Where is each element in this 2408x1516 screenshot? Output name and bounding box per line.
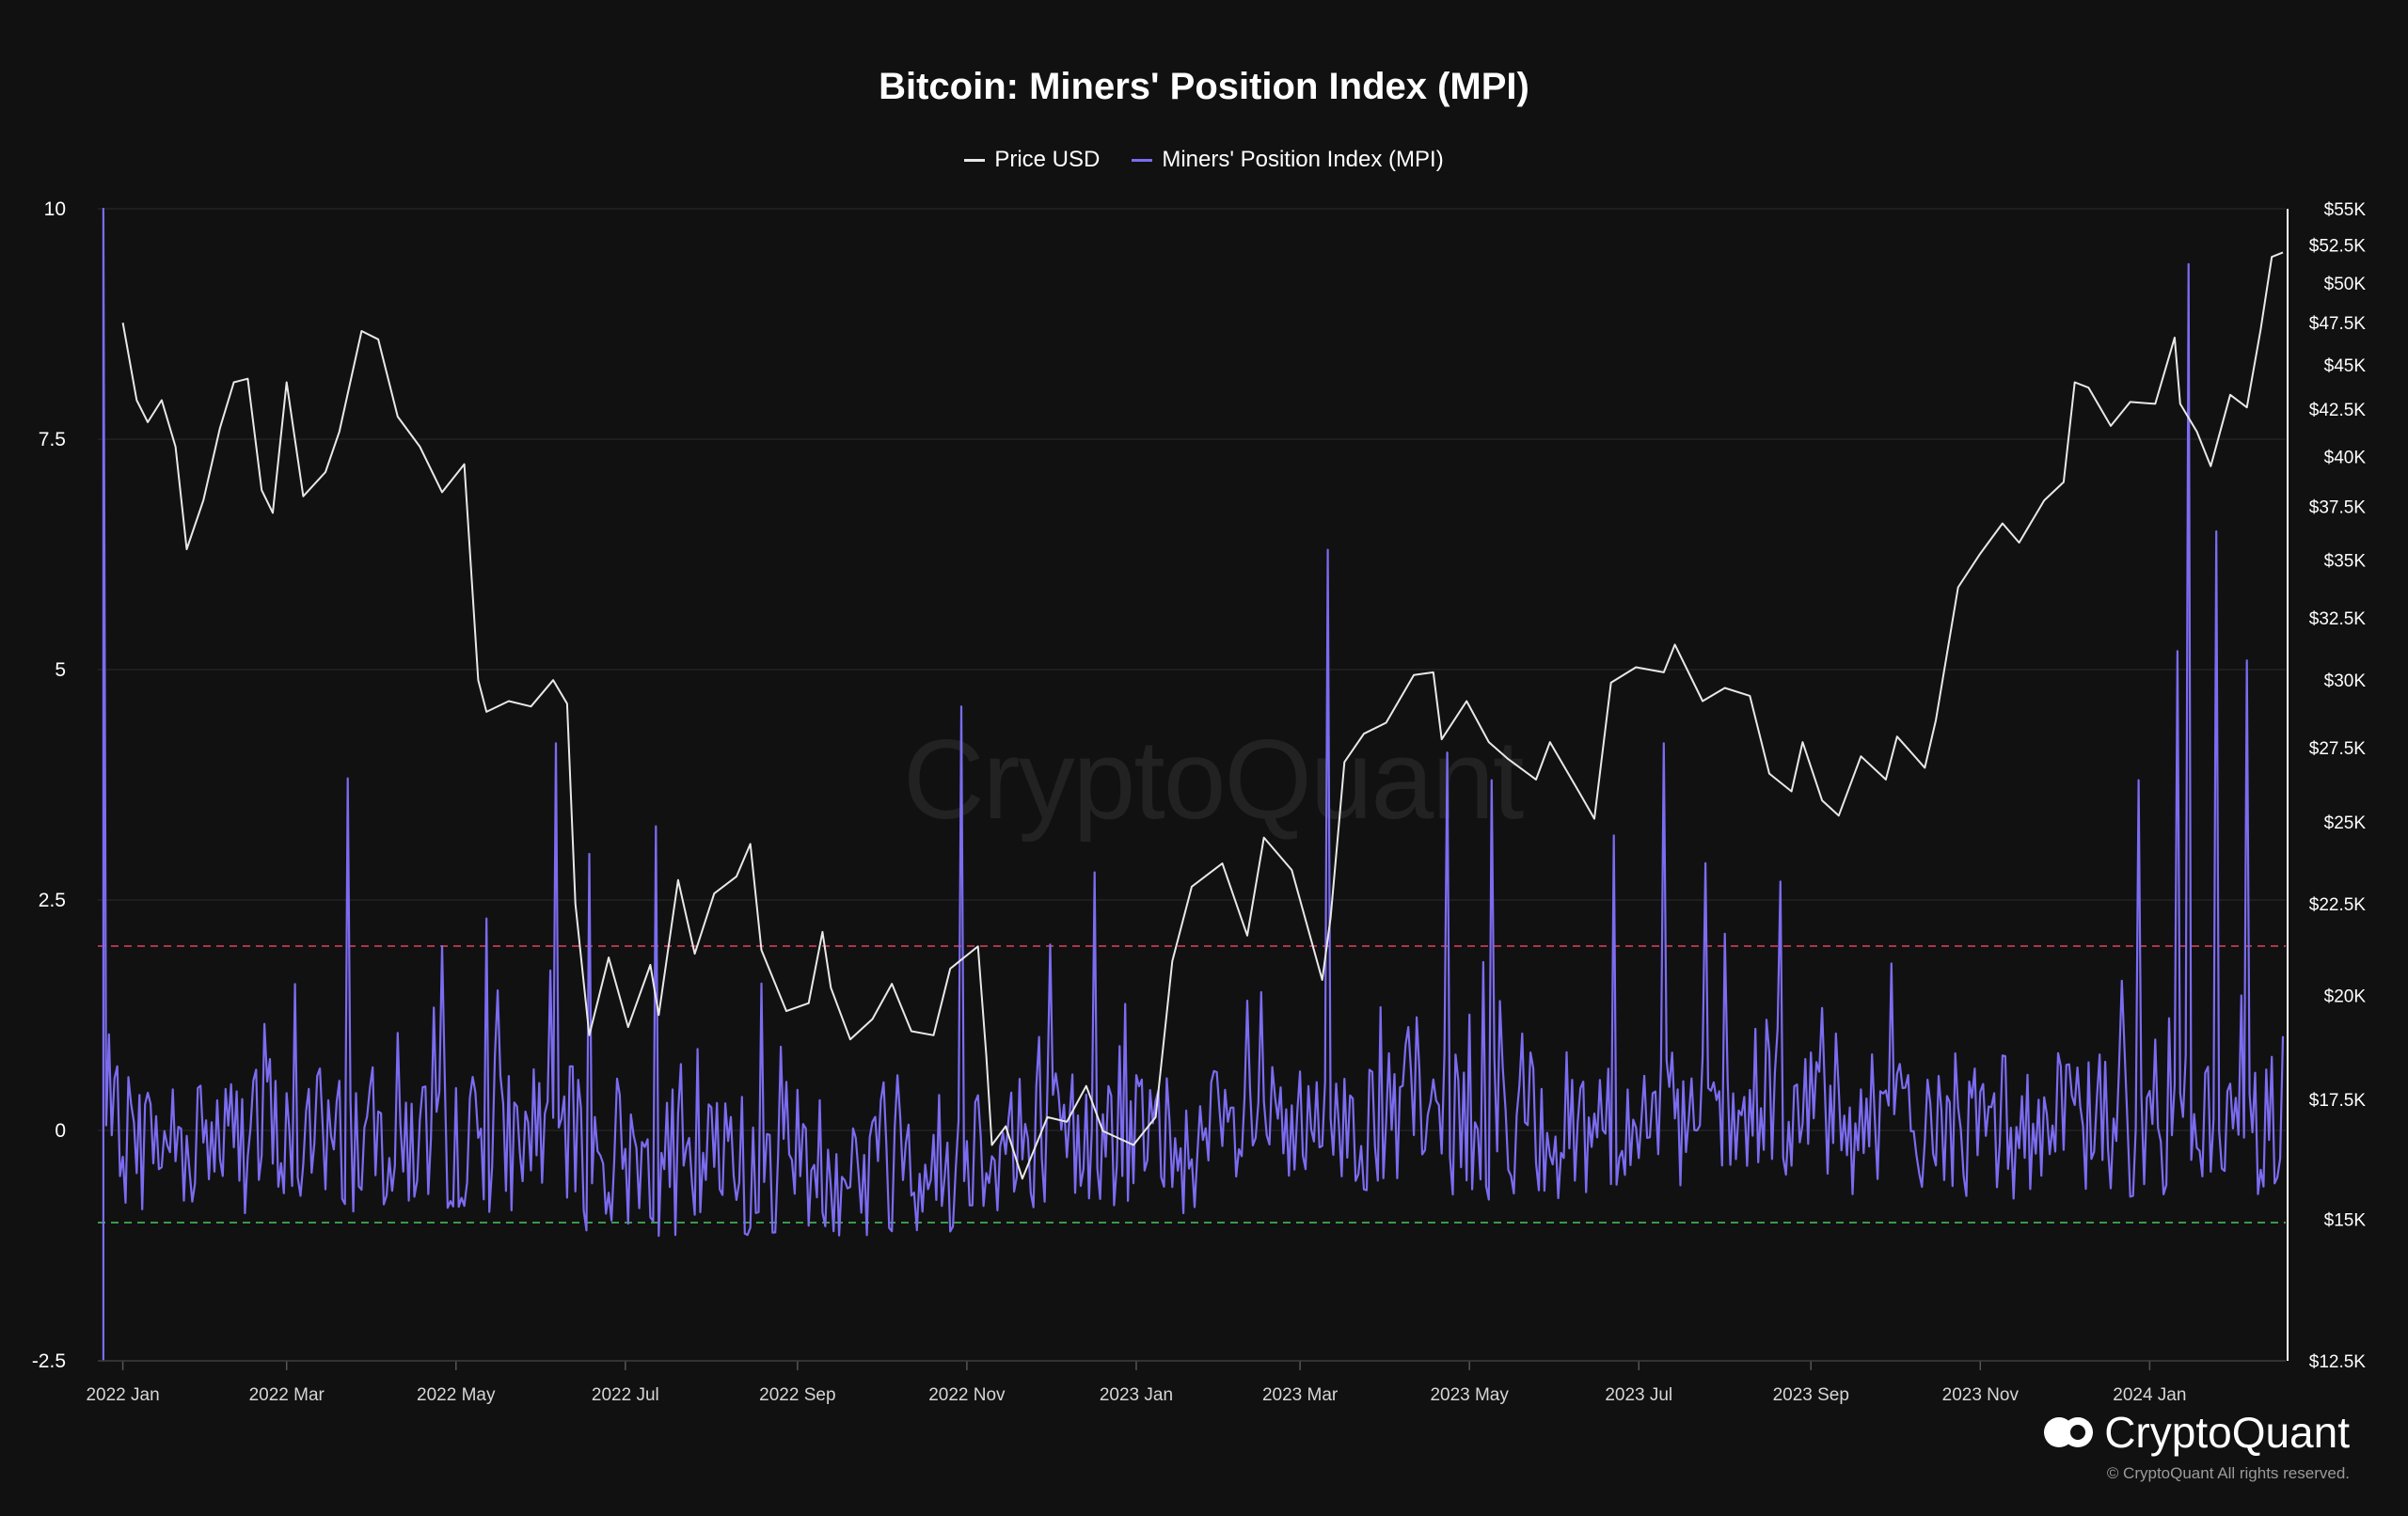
axes — [98, 209, 2289, 1370]
legend-label-mpi: Miners' Position Index (MPI) — [1162, 147, 1444, 172]
y-left-tick-label: 5 — [55, 659, 66, 681]
y-right-tick-label: $35K — [2324, 552, 2367, 572]
x-tick-label: 2023 Jul — [1605, 1385, 1672, 1405]
y-right-tick-label: $30K — [2324, 671, 2367, 691]
y-right-tick-label: $42.5K — [2309, 401, 2367, 420]
x-tick-label: 2022 May — [417, 1385, 496, 1405]
x-tick-label: 2022 Jan — [86, 1385, 159, 1405]
y-right-tick-label: $40K — [2324, 448, 2367, 467]
legend-swatch-mpi — [1132, 158, 1153, 162]
threshold-lines — [98, 945, 2286, 1224]
legend-item-mpi[interactable]: Miners' Position Index (MPI) — [1132, 147, 1444, 173]
chart-legend: Price USD Miners' Position Index (MPI) — [0, 147, 2408, 173]
price-series-line — [121, 251, 2284, 1180]
y-left-tick-label: 2.5 — [39, 890, 66, 911]
y-right-tick-label: $27.5K — [2309, 739, 2367, 759]
y-right-tick-label: $50K — [2324, 275, 2367, 294]
x-tick-label: 2024 Jan — [2113, 1385, 2186, 1405]
x-tick-label: 2022 Nov — [928, 1385, 1006, 1405]
y-right-tick-label: $47.5K — [2309, 314, 2367, 334]
y-left-tick-label: 0 — [55, 1120, 66, 1142]
y-right-tick-label: $32.5K — [2309, 609, 2367, 629]
y-left-tick-label: 7.5 — [39, 429, 66, 450]
price-series-layer — [121, 251, 2284, 1180]
copyright-text: © CryptoQuant All rights reserved. — [2106, 1464, 2350, 1482]
y-right-tick-label: $17.5K — [2309, 1091, 2367, 1111]
y-left-tick-label: 10 — [44, 198, 66, 220]
mpi-series-line — [102, 207, 2285, 1361]
y-right-tick-label: $22.5K — [2309, 895, 2367, 915]
cryptoquant-logo-icon — [2044, 1417, 2094, 1447]
y-right-tick-label: $20K — [2324, 987, 2367, 1006]
watermark-logo: CryptoQuant — [903, 717, 1524, 843]
x-tick-label: 2022 Jul — [592, 1385, 659, 1405]
x-tick-label: 2022 Mar — [249, 1385, 325, 1405]
tick-labels: 10 7.5 5 2.5 0 -2.5 $55K $52.5K $50K $47.5K $45K $4… — [32, 198, 2367, 1405]
y-right-tick-label: $12.5K — [2309, 1352, 2367, 1372]
y-right-tick-label: $15K — [2324, 1210, 2367, 1230]
y-right-tick-label: $25K — [2324, 813, 2367, 833]
grid-lines — [98, 208, 2286, 1362]
x-tick-label: 2023 Mar — [1262, 1385, 1339, 1405]
legend-item-price[interactable]: Price USD — [964, 147, 1100, 173]
x-tick-label: 2023 Nov — [1942, 1385, 2020, 1405]
x-tick-label: 2023 Jan — [1100, 1385, 1173, 1405]
brand-name: CryptoQuant — [2104, 1408, 2350, 1457]
y-left-tick-label: -2.5 — [32, 1350, 66, 1372]
legend-swatch-price — [964, 158, 986, 162]
y-right-tick-label: $37.5K — [2309, 498, 2367, 518]
brand-logo: CryptoQuant — [2042, 1407, 2350, 1458]
x-tick-label: 2022 Sep — [759, 1385, 835, 1405]
chart-title: Bitcoin: Miners' Position Index (MPI) — [879, 66, 1529, 107]
mpi-series-layer — [102, 207, 2285, 1361]
y-right-tick-label: $45K — [2324, 356, 2367, 376]
legend-label-price: Price USD — [994, 147, 1101, 172]
y-right-tick-label: $55K — [2324, 200, 2367, 220]
x-tick-label: 2023 Sep — [1773, 1385, 1849, 1405]
x-tick-label: 2023 May — [1430, 1385, 1509, 1405]
y-right-tick-label: $52.5K — [2309, 236, 2367, 256]
